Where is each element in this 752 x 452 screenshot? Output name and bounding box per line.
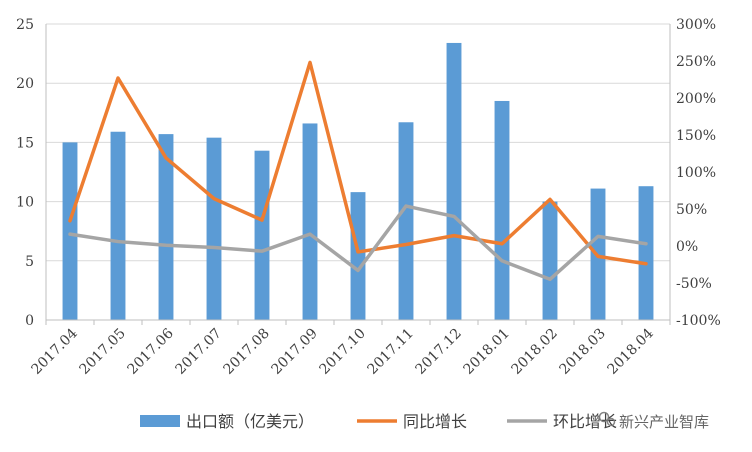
x-tick-label: 2017.07 (173, 326, 225, 378)
legend-label: 环比增长 (553, 412, 617, 431)
watermark: 新兴产业智库 (598, 411, 709, 431)
legend-label: 出口额（亿美元） (186, 412, 314, 431)
legend-label: 同比增长 (403, 412, 467, 431)
left-tick-label: 5 (25, 254, 34, 270)
watermark-text: 新兴产业智库 (619, 413, 709, 431)
right-tick-label: 50% (676, 202, 707, 218)
right-tick-label: -50% (676, 276, 712, 292)
bar (542, 201, 558, 320)
left-axis-ticks: 0 5 10 15 20 25 (16, 17, 34, 329)
x-tick-label: 2017.06 (125, 325, 177, 377)
axes (45, 24, 671, 325)
wechat-icon (598, 411, 610, 423)
right-tick-label: -100% (676, 313, 721, 329)
bar (62, 142, 78, 320)
left-tick-label: 15 (16, 135, 34, 151)
right-tick-label: 0% (676, 239, 698, 255)
x-tick-label: 2017.09 (269, 326, 321, 378)
left-tick-label: 0 (25, 313, 34, 329)
legend: 出口额（亿美元） 同比增长 环比增长 (140, 412, 617, 431)
line-series (68, 60, 648, 282)
legend-swatch (140, 415, 180, 427)
x-tick-label: 2017.10 (317, 326, 369, 378)
x-tick-label: 2017.04 (29, 325, 81, 377)
gridlines (46, 23, 670, 262)
left-tick-label: 20 (16, 76, 34, 92)
bar (494, 100, 510, 321)
bar-series (62, 42, 654, 321)
x-tick-label: 2018.03 (557, 326, 609, 378)
bar (446, 42, 462, 320)
series-line (68, 204, 648, 282)
bar (254, 150, 270, 320)
bar (206, 137, 222, 320)
right-tick-label: 250% (676, 54, 716, 70)
bar (350, 192, 366, 320)
x-tick-label: 2018.04 (605, 325, 657, 377)
left-tick-label: 25 (16, 17, 34, 33)
right-tick-label: 150% (676, 128, 716, 144)
x-tick-label: 2017.11 (365, 326, 417, 378)
x-tick-label: 2017.05 (77, 326, 129, 378)
x-tick-label: 2017.12 (413, 326, 465, 378)
bar (158, 134, 174, 320)
right-tick-label: 200% (676, 91, 716, 107)
x-tick-label: 2018.02 (509, 326, 561, 378)
bar (638, 186, 654, 320)
x-tick-label: 2018.01 (461, 326, 513, 378)
left-tick-label: 10 (16, 195, 34, 211)
right-tick-label: 300% (676, 17, 716, 33)
x-tick-label: 2017.08 (221, 326, 273, 378)
bar (398, 122, 414, 320)
x-axis-ticks: 2017.042017.052017.062017.072017.082017.… (29, 325, 657, 377)
watermark-logo: 新兴产业智库 (598, 411, 709, 431)
bar (302, 123, 318, 321)
wechat-icon-small (606, 417, 616, 427)
series-line (68, 60, 648, 266)
right-tick-label: 100% (676, 165, 716, 181)
right-axis-ticks: -100% -50% 0% 50% 100% 150% 200% 250% 300% (676, 17, 721, 329)
bar (110, 131, 126, 320)
